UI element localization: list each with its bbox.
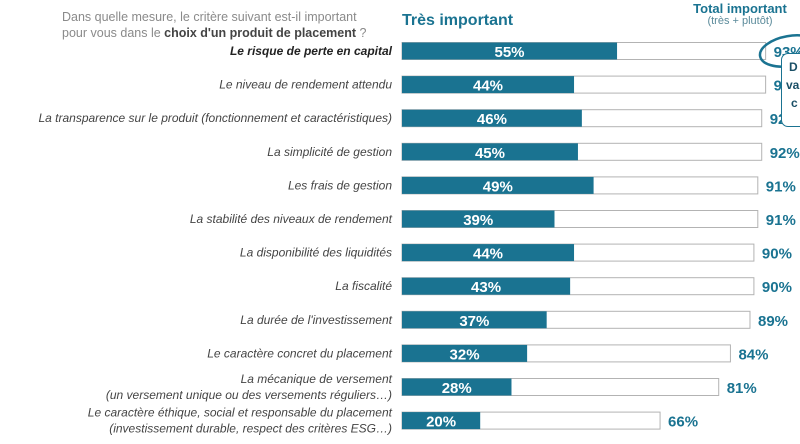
side-callout-card: D va c — [781, 53, 800, 127]
very-important-value-label: 39% — [463, 212, 493, 229]
very-important-value-label: 37% — [459, 313, 489, 330]
question-line-2-start: pour vous dans le — [62, 26, 165, 40]
very-important-bar — [402, 378, 512, 396]
category-label: Le niveau de rendement attendu — [219, 78, 392, 92]
very-important-value-label: 32% — [450, 346, 480, 363]
very-important-value-label: 55% — [495, 44, 525, 61]
very-important-bar — [402, 412, 481, 430]
category-label: La durée de l'investissement — [240, 313, 392, 327]
very-important-bar — [402, 76, 575, 94]
very-important-bar — [402, 244, 575, 262]
total-value-label: 91% — [766, 212, 796, 229]
very-important-value-label: 49% — [483, 178, 513, 195]
series-header-very-important: Très important — [402, 12, 514, 29]
total-value-label: 89% — [758, 313, 788, 330]
very-important-bar — [402, 344, 528, 362]
side-callout-line-2: va — [786, 78, 800, 92]
very-important-bar — [402, 143, 578, 161]
total-value-label: 84% — [738, 346, 768, 363]
category-label: (un versement unique ou des versements r… — [106, 388, 392, 402]
category-label: Le caractère éthique, social et responsa… — [88, 406, 393, 420]
category-label: La fiscalité — [335, 279, 392, 293]
very-important-bar — [402, 109, 582, 127]
category-label: La transparence sur le produit (fonction… — [38, 111, 392, 125]
question-line-2-end: ? — [356, 26, 367, 40]
question-line-1: Dans quelle mesure, le critère suivant e… — [62, 10, 357, 24]
very-important-value-label: 28% — [442, 380, 472, 397]
total-value-label: 81% — [727, 380, 757, 397]
very-important-bar — [402, 311, 547, 329]
total-value-label: 91% — [766, 178, 796, 195]
total-value-label: 92% — [770, 145, 800, 162]
very-important-bar — [402, 176, 594, 194]
very-important-bar — [402, 277, 571, 295]
very-important-value-label: 46% — [477, 111, 507, 128]
very-important-bar — [402, 42, 618, 60]
survey-question: Dans quelle mesure, le critère suivant e… — [62, 9, 392, 41]
category-label: (investissement durable, respect des cri… — [109, 422, 392, 436]
very-important-value-label: 44% — [473, 78, 503, 95]
side-callout-line-3: c — [791, 96, 798, 110]
category-label: Le caractère concret du placement — [207, 346, 392, 360]
category-label: La simplicité de gestion — [267, 145, 392, 159]
total-value-label: 90% — [762, 246, 792, 263]
category-label: La mécanique de versement — [241, 372, 393, 386]
category-label: La stabilité des niveaux de rendement — [190, 212, 393, 226]
very-important-bar — [402, 210, 555, 228]
very-important-value-label: 20% — [426, 414, 456, 431]
total-value-label: 90% — [762, 279, 792, 296]
very-important-value-label: 44% — [473, 246, 503, 263]
total-value-label: 66% — [668, 414, 698, 431]
side-callout-line-1: D — [789, 60, 798, 74]
category-label: Le risque de perte en capital — [230, 44, 393, 58]
question-line-2-emphasis: choix d'un produit de placement — [164, 26, 357, 40]
category-label: Les frais de gestion — [288, 178, 392, 192]
series-header-total-subtitle: (très + plutôt) — [707, 15, 773, 27]
category-label: La disponibilité des liquidités — [240, 246, 392, 260]
very-important-value-label: 43% — [471, 279, 501, 296]
series-header-total-important: Total important — [693, 1, 787, 16]
very-important-value-label: 45% — [475, 145, 505, 162]
